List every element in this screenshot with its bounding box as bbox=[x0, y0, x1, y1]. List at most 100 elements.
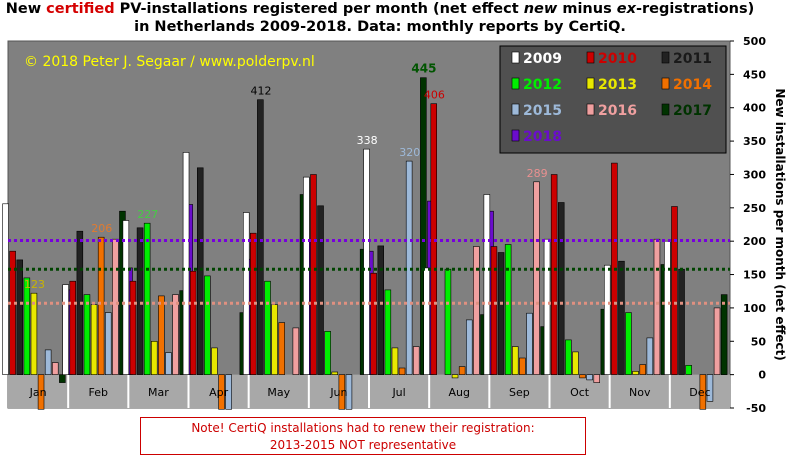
title-certified: certified bbox=[46, 1, 115, 17]
y-tick-label: 100 bbox=[743, 302, 766, 315]
title-new: new bbox=[523, 1, 558, 17]
x-tick-label: Jan bbox=[29, 386, 47, 399]
legend-label-2014: 2014 bbox=[673, 77, 712, 93]
bar-2014-Jul bbox=[398, 367, 406, 375]
legend-box bbox=[499, 45, 727, 154]
bar-2015-Nov bbox=[646, 337, 654, 375]
bar-2013-Sep bbox=[511, 346, 519, 375]
bar-2017-Jul bbox=[420, 77, 427, 375]
title-ex: ex bbox=[616, 1, 636, 17]
y-tick-label: 250 bbox=[743, 202, 766, 215]
x-tick-label: Jun bbox=[329, 386, 347, 399]
bar-2015-Dec bbox=[706, 374, 714, 402]
bar-2009-Mar bbox=[122, 220, 130, 375]
legend-label-2015: 2015 bbox=[523, 103, 562, 119]
legend-swatch-2009 bbox=[511, 51, 520, 64]
bar-2013-Jun bbox=[331, 371, 338, 376]
bar-2013-Aug bbox=[451, 374, 459, 379]
y-tick-label: 450 bbox=[743, 68, 766, 81]
bar-2013-Mar bbox=[151, 340, 158, 375]
bar-2013-Nov bbox=[632, 370, 639, 375]
y-tick-label: 150 bbox=[743, 269, 766, 282]
bar-2012-Dec bbox=[685, 364, 692, 375]
bar-2016-Aug bbox=[473, 246, 480, 375]
bar-2015-Jun bbox=[345, 374, 353, 410]
note-line-2: 2013-2015 NOT representative bbox=[269, 438, 457, 452]
bar-2009-Jan bbox=[2, 203, 9, 375]
bar-2010-Dec bbox=[671, 206, 678, 375]
bar-2016-Dec bbox=[713, 307, 721, 375]
y-tick-label: 350 bbox=[743, 135, 766, 148]
bar-2011-Nov bbox=[618, 260, 625, 375]
bar-2016-Nov bbox=[653, 238, 661, 375]
bar-2014-Mar bbox=[158, 295, 165, 375]
bar-2010-Oct bbox=[550, 174, 558, 375]
data-label: 412 bbox=[251, 85, 272, 98]
bar-2012-Jun bbox=[324, 330, 331, 375]
bar-2016-Jul bbox=[412, 346, 420, 375]
note-line-1: Note! CertiQ installations had to renew … bbox=[191, 421, 535, 435]
x-tick-label: Jul bbox=[391, 386, 405, 399]
bar-2012-Jan bbox=[23, 277, 31, 375]
bar-2009-Dec bbox=[664, 240, 671, 375]
title-mid: PV-installations registered per month (n… bbox=[114, 1, 524, 17]
bar-2010-Jul bbox=[370, 272, 377, 375]
legend-swatch-2016 bbox=[586, 103, 595, 116]
y-tick-label: 200 bbox=[743, 235, 766, 248]
legend-swatch-2010 bbox=[586, 51, 595, 64]
bar-2015-Aug bbox=[465, 319, 473, 375]
x-tick-label: Dec bbox=[689, 386, 710, 399]
bar-2014-Jun bbox=[338, 374, 346, 410]
bar-2009-Sep bbox=[483, 194, 491, 375]
bar-2012-Oct bbox=[565, 339, 572, 375]
bar-2012-Sep bbox=[504, 244, 512, 375]
bar-2010-Sep bbox=[490, 246, 498, 375]
x-tick-label: Sep bbox=[509, 386, 530, 399]
y-tick-label: 500 bbox=[743, 35, 766, 48]
x-tick-label: Aug bbox=[449, 386, 470, 399]
legend-swatch-2018 bbox=[511, 129, 520, 142]
legend-label-2013: 2013 bbox=[598, 77, 637, 93]
bar-2012-Jul bbox=[384, 289, 392, 375]
bar-2013-May bbox=[271, 304, 278, 376]
bar-2013-Jan bbox=[30, 292, 38, 375]
bar-2017-Dec bbox=[720, 294, 728, 376]
bar-2011-Jun bbox=[317, 205, 324, 375]
title-pre: New bbox=[5, 1, 47, 17]
bar-2011-Jul bbox=[377, 245, 384, 375]
legend-label-2011: 2011 bbox=[673, 51, 712, 67]
bar-2017-Jan bbox=[59, 374, 66, 383]
bar-2010-Apr bbox=[189, 270, 197, 375]
data-label: 445 bbox=[411, 62, 436, 76]
data-label: 206 bbox=[91, 222, 112, 235]
bar-2009-Aug bbox=[423, 267, 430, 375]
y-tick-label: 50 bbox=[751, 335, 767, 348]
bar-2010-Jun bbox=[310, 174, 317, 375]
legend-label-2012: 2012 bbox=[523, 77, 562, 93]
bar-2009-Nov bbox=[603, 264, 611, 375]
bar-2011-May bbox=[257, 99, 264, 375]
legend-label-2009: 2009 bbox=[523, 51, 562, 67]
legend-swatch-2014 bbox=[661, 77, 670, 90]
bar-2011-Jan bbox=[16, 259, 23, 375]
data-label: 320 bbox=[399, 146, 420, 159]
bar-2012-Apr bbox=[204, 275, 211, 375]
bar-2012-Mar bbox=[143, 222, 151, 375]
y-tick-label: 400 bbox=[743, 102, 766, 115]
legend-swatch-2011 bbox=[661, 51, 670, 64]
bar-2009-Apr bbox=[182, 152, 190, 375]
bar-2015-Oct bbox=[586, 374, 593, 381]
data-label: 123 bbox=[24, 278, 45, 291]
bar-2013-Feb bbox=[90, 304, 98, 376]
bar-2016-May bbox=[292, 327, 300, 375]
bar-2011-Dec bbox=[678, 268, 685, 375]
x-tick-label: Oct bbox=[570, 386, 590, 399]
bar-2015-Sep bbox=[526, 312, 533, 375]
bar-2011-Apr bbox=[197, 167, 204, 375]
y-axis-label: New installations per month (net effect) bbox=[773, 88, 787, 360]
data-label: 289 bbox=[527, 167, 548, 180]
legend-swatch-2013 bbox=[586, 77, 595, 90]
x-tick-label: Nov bbox=[629, 386, 651, 399]
legend-swatch-2012 bbox=[511, 77, 520, 90]
